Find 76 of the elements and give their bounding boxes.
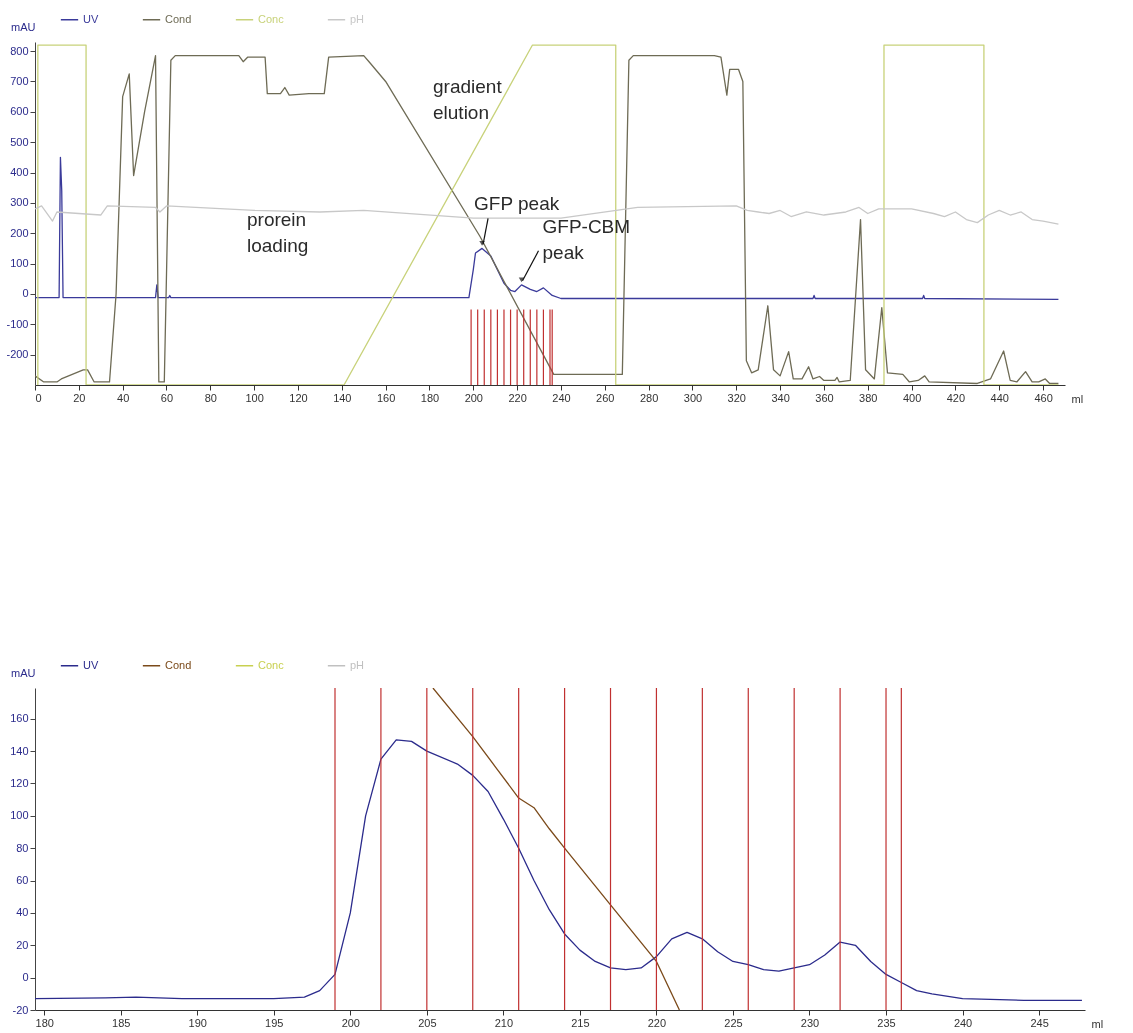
legend-label: UV [83,658,99,671]
x-tick-label: 160 [376,391,396,404]
legend-label: Cond [165,12,192,25]
x-tick-label: 140 [333,391,352,404]
x-tick-label: 180 [420,391,440,404]
x-tick-label: 20 [73,391,86,404]
x-tick-label: 360 [815,391,834,404]
y-tick-label: 120 [10,776,29,789]
x-tick-label: 240 [552,391,571,404]
y-tick-label: 0 [22,971,29,984]
y-axis-title: mAU [11,666,36,679]
y-tick-label: 140 [10,744,29,757]
line-series [35,156,1060,301]
y-tick-label: -200 [6,348,29,361]
y-axis-title: mAU [11,20,36,33]
x-tick-label: 235 [877,1016,896,1029]
y-tick-label: 100 [10,257,29,270]
legend-label: pH [350,658,365,671]
x-tick-label: 180 [35,1016,54,1029]
y-tick-label: -20 [12,1003,29,1016]
legend-label: UV [83,12,99,25]
x-tick-label: 60 [160,391,174,404]
y-tick-label: 600 [10,105,29,118]
y-tick-label: 60 [16,874,29,887]
y-tick-label: 300 [10,196,29,209]
x-tick-label: 245 [1030,1016,1049,1029]
legend-label: Conc [258,658,285,671]
x-tick-label: 195 [265,1016,284,1029]
y-tick-label: 100 [10,809,29,822]
x-tick-label: 220 [647,1016,667,1029]
y-tick-label: 40 [16,906,29,919]
x-tick-label: 205 [418,1016,437,1029]
y-tick-label: 200 [10,226,29,239]
annotation: prorein loading [247,209,309,256]
x-tick-label: 40 [117,391,130,404]
x-tick-label: 380 [859,391,878,404]
x-tick-label: 300 [683,391,703,404]
x-tick-label: 210 [494,1016,514,1029]
legend-label: Conc [258,12,285,25]
x-tick-label: 440 [990,391,1009,404]
y-tick-label: 0 [22,287,29,300]
y-tick-label: 20 [16,938,29,951]
y-tick-label: 500 [10,135,29,148]
x-tick-label: 320 [727,391,746,404]
y-tick-label: 80 [16,841,29,854]
x-tick-label: 260 [596,391,615,404]
x-tick-label: 240 [953,1016,973,1029]
x-axis-title: ml [1071,392,1084,405]
x-tick-label: 225 [724,1016,743,1029]
x-tick-label: 200 [341,1016,360,1029]
x-axis-title: ml [1091,1017,1104,1030]
x-tick-label: 280 [639,391,659,404]
x-tick-label: 400 [902,391,922,404]
annotation: gradient elution [433,76,503,123]
x-tick-label: 200 [464,391,483,404]
x-tick-label: 215 [571,1016,590,1029]
line-series [432,688,681,1010]
x-tick-label: 185 [112,1016,131,1029]
x-tick-label: 340 [771,391,790,404]
x-tick-label: 190 [188,1016,207,1029]
x-tick-label: 80 [204,391,217,404]
y-tick-label: 400 [10,166,29,179]
x-tick-label: 220 [508,391,527,404]
x-tick-label: 230 [800,1016,820,1029]
x-tick-label: 0 [35,391,42,404]
y-tick-label: 800 [10,44,29,57]
y-tick-label: 160 [10,712,29,725]
line-series [35,739,1083,1001]
y-tick-label: -100 [6,317,29,330]
x-tick-label: 100 [245,391,264,404]
annotation: GFP peak [474,193,560,215]
y-tick-label: 700 [10,74,29,87]
x-tick-label: 120 [289,391,308,404]
x-tick-label: 420 [946,391,966,404]
x-tick-label: 460 [1034,391,1053,404]
legend-label: Cond [165,658,192,671]
